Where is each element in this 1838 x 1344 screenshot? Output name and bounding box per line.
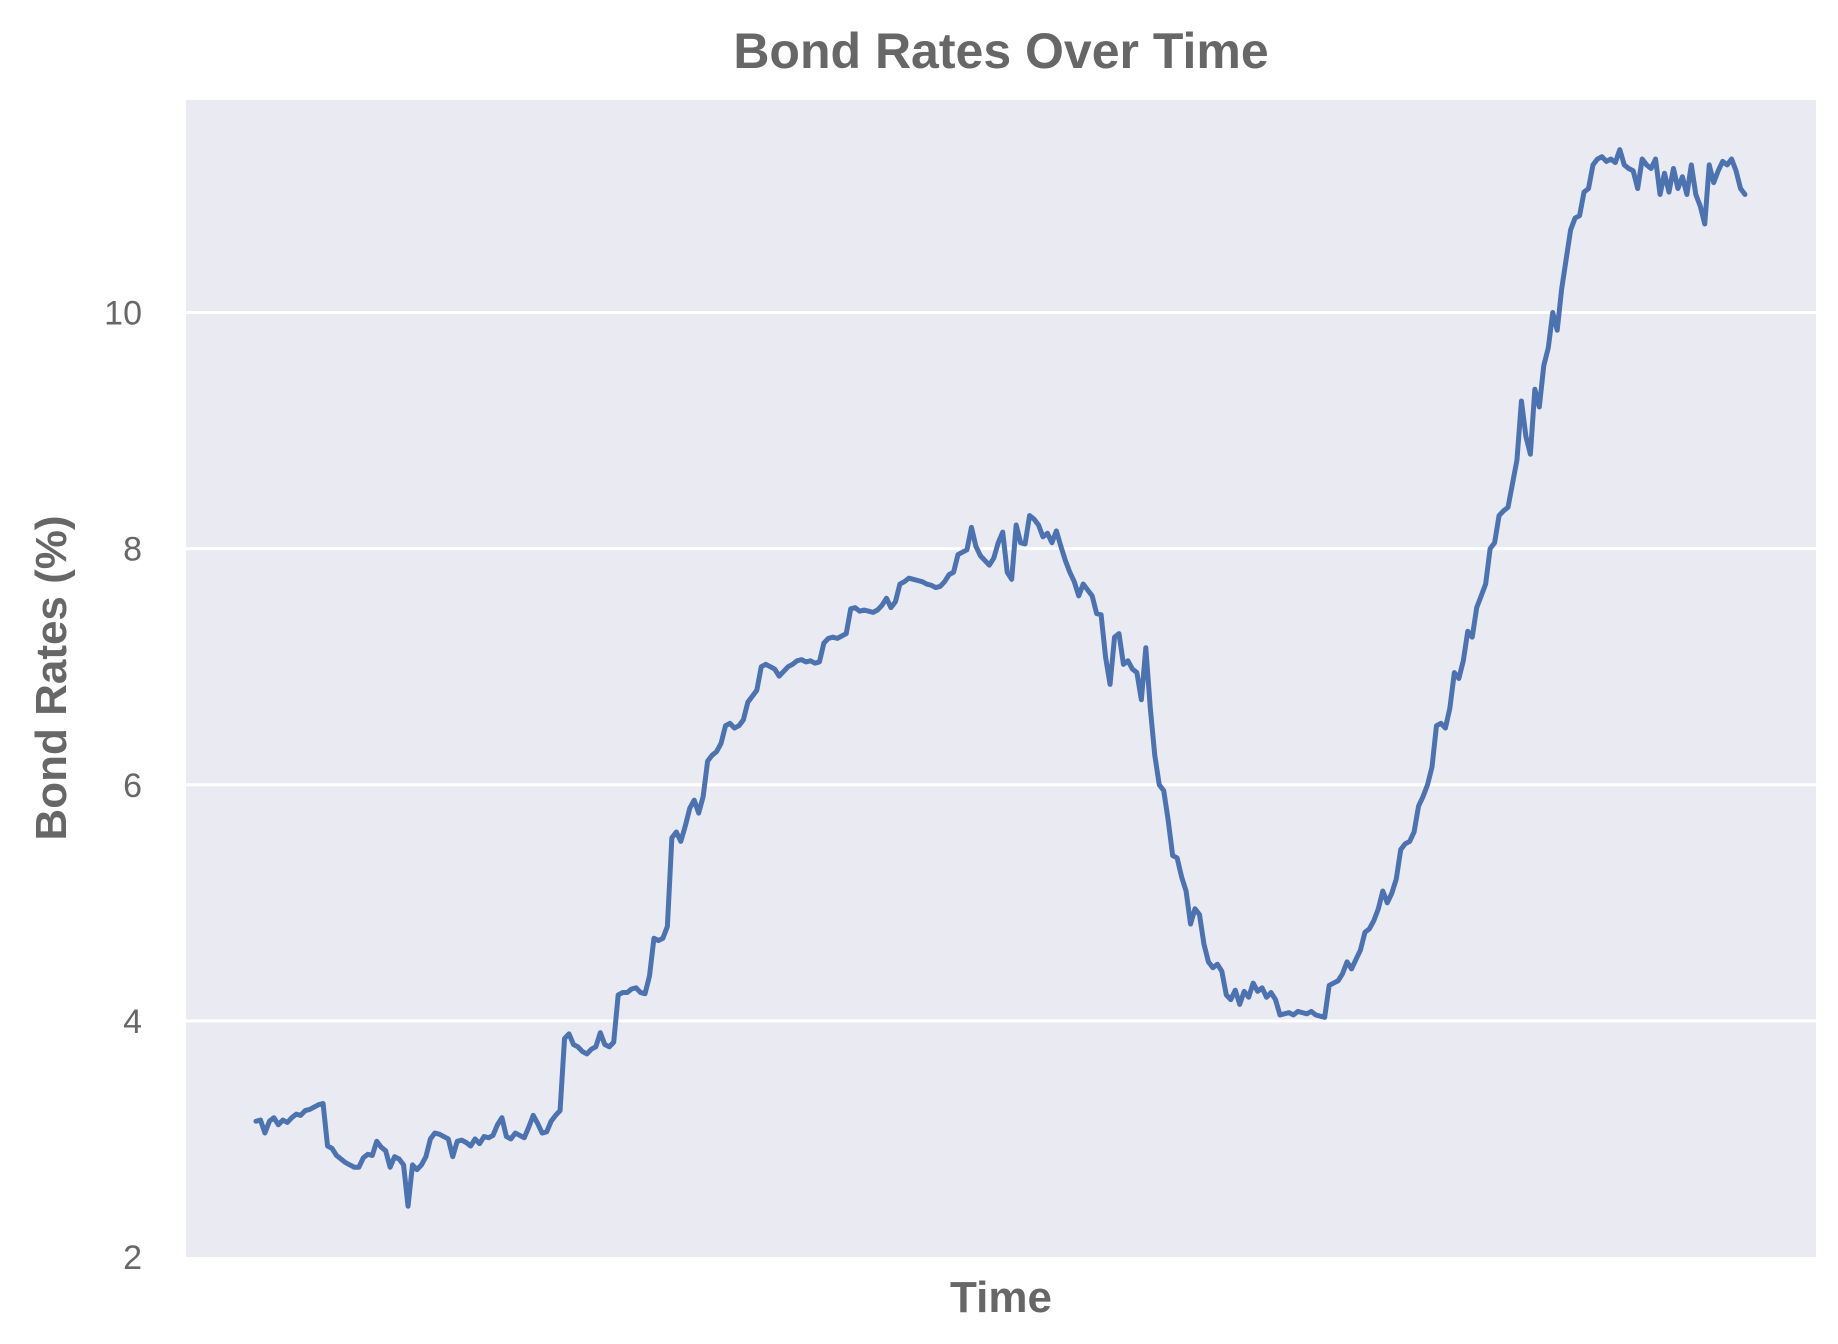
series-layer: [253, 147, 1748, 1209]
plot-area: [186, 100, 1816, 1257]
y-tick-label: 6: [123, 767, 142, 805]
y-axis-label: Bond Rates (%): [27, 515, 76, 840]
y-tick-label: 2: [123, 1239, 142, 1277]
grid: [186, 311, 1816, 1023]
chart-title: Bond Rates Over Time: [733, 23, 1268, 79]
bond-rate-line: [253, 147, 1748, 1209]
y-tick-label: 10: [104, 295, 142, 333]
x-axis-label: Time: [950, 1273, 1052, 1322]
y-tick-label: 8: [123, 531, 142, 569]
y-tick-labels: 2 4 6 8 10: [104, 295, 142, 1277]
y-tick-label: 4: [123, 1003, 142, 1041]
